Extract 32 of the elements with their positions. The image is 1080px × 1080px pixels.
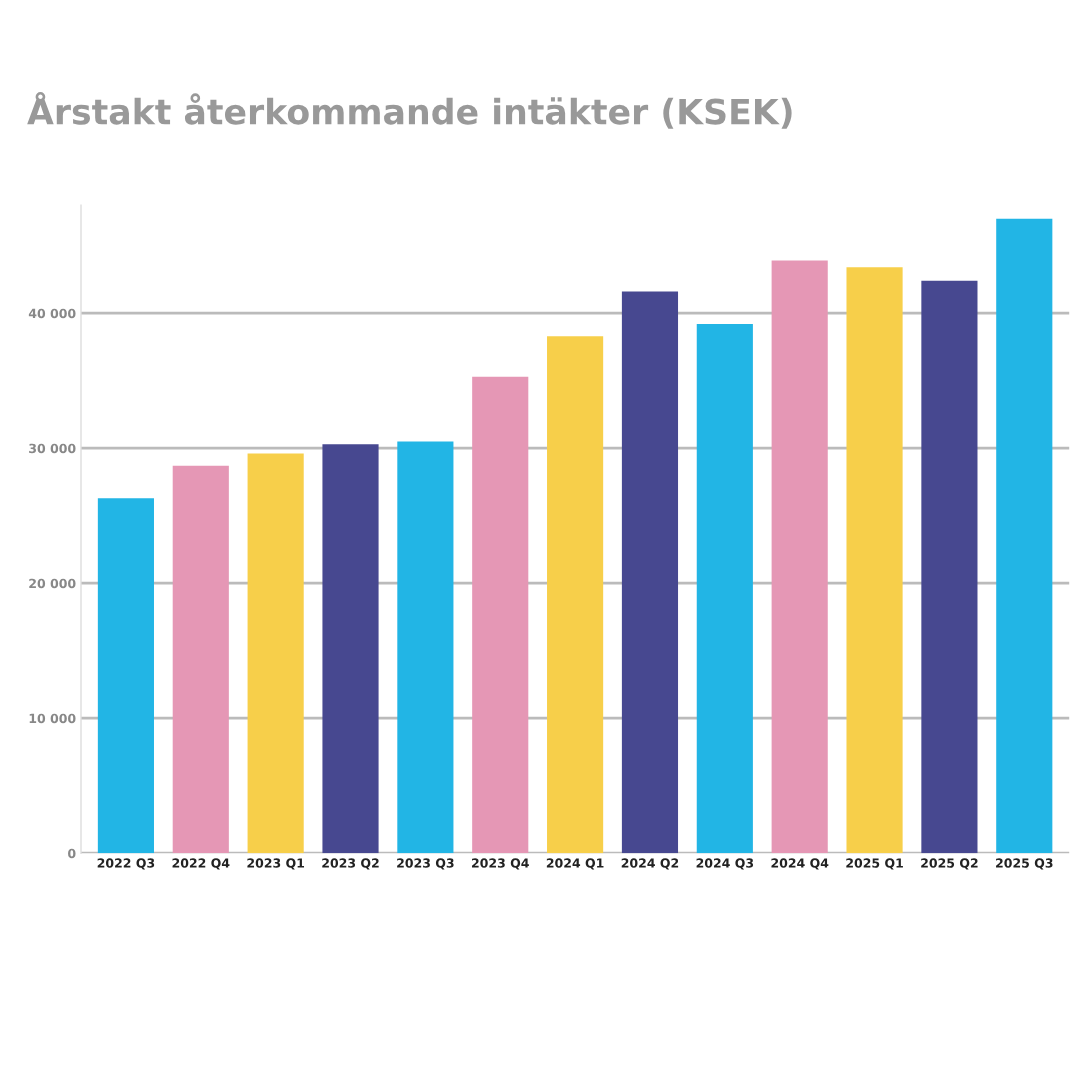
bar [771,260,828,854]
y-tick-label: 40 000 [28,308,76,319]
x-tick-label: 2024 Q3 [696,858,754,870]
x-tick-label: 2023 Q3 [397,858,454,870]
bar [397,441,454,854]
bar [97,498,154,854]
x-tick-label: 2024 Q1 [546,858,604,870]
y-tick-label: 30 000 [29,443,76,454]
bar [996,218,1053,854]
x-tick-label: 2025 Q2 [921,858,978,870]
x-tick-label: 2025 Q1 [846,858,903,870]
x-tick-label: 2022 Q4 [172,858,230,870]
bar [921,280,978,854]
bar [846,267,903,854]
bar [472,376,529,854]
x-tick-label: 2023 Q2 [322,858,379,870]
chart-title: Årstakt återkommande intäkter (KSEK) [27,91,792,129]
x-tick-label: 2025 Q3 [996,858,1053,870]
bar [247,453,304,854]
bar [696,324,753,854]
y-tick-label: 10 000 [29,713,76,724]
y-tick-label: 20 000 [29,578,76,589]
y-tick-label: 0 [68,848,76,859]
x-tick-label: 2024 Q4 [771,858,829,870]
bar [621,291,679,854]
x-tick-label: 2024 Q2 [621,858,679,870]
bar [547,336,604,854]
bar [172,465,229,854]
x-tick-label: 2023 Q1 [247,858,305,870]
x-tick-label: 2022 Q3 [97,858,155,870]
x-tick-label: 2023 Q4 [471,858,529,870]
bar [322,444,379,854]
